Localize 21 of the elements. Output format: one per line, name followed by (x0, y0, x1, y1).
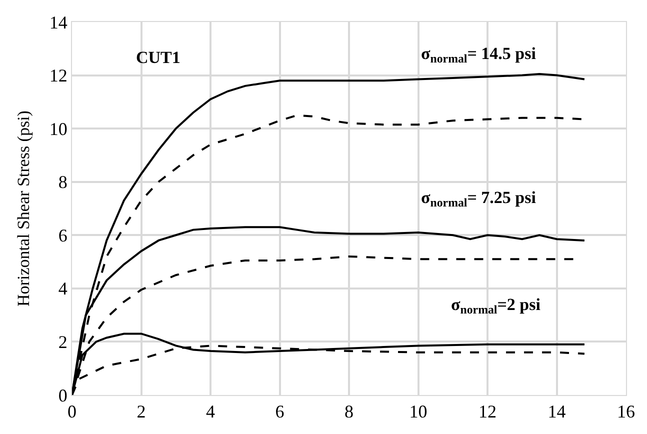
x-tick-label: 14 (548, 402, 566, 422)
y-tick-label: 14 (49, 12, 68, 32)
y-tick-label: 2 (58, 332, 68, 352)
x-tick-label: 16 (617, 402, 635, 422)
x-tick-label: 12 (478, 402, 496, 422)
x-tick-label: 10 (409, 402, 428, 422)
annotation: CUT1 (136, 48, 180, 67)
y-tick-label: 8 (58, 172, 68, 192)
x-tick-label: 4 (206, 402, 215, 422)
x-tick-label: 2 (136, 402, 146, 422)
annotation: σ$_{normal}$= 7.25 psi (421, 188, 536, 210)
y-tick-label: 12 (49, 66, 68, 86)
y-tick-label: 6 (58, 225, 68, 246)
annotation: σ$_{normal}$=2 psi (451, 295, 541, 317)
annotation: σ$_{normal}$= 14.5 psi (421, 44, 536, 66)
y-tick-label: 0 (58, 385, 68, 406)
y-tick-label: 4 (58, 278, 68, 299)
y-axis-title: Horizontal Shear Stress (psi) (14, 110, 33, 306)
y-tick-label: 10 (49, 118, 68, 139)
x-tick-label: 6 (275, 402, 284, 422)
x-tick-label: 8 (344, 402, 354, 422)
